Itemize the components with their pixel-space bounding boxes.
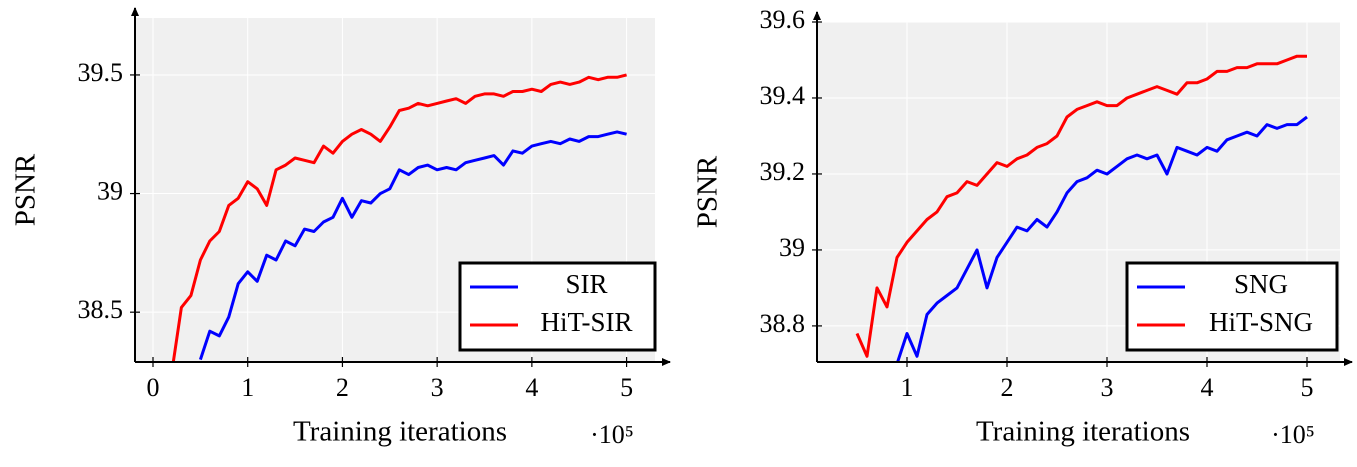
data-line xyxy=(855,54,1307,358)
y-axis-label: PSNR xyxy=(692,155,724,228)
x-tick-label: 3 xyxy=(1101,373,1114,402)
x-tick-label: 4 xyxy=(525,373,538,402)
y-tick-label: 38.5 xyxy=(78,295,124,324)
legend-label: SIR xyxy=(565,269,607,299)
data-line xyxy=(896,115,1308,362)
y-tick-label: 39.2 xyxy=(760,157,806,186)
y-tick-label: 39 xyxy=(97,177,123,206)
x-tick-label: 3 xyxy=(431,373,444,402)
x-tick-label: 4 xyxy=(1201,373,1214,402)
legend-box xyxy=(458,261,657,352)
x-axis-label: Training iterations xyxy=(976,416,1190,448)
data-line xyxy=(171,73,627,362)
x-tick-label: 0 xyxy=(146,373,159,402)
y-tick-label: 39 xyxy=(779,233,805,262)
y-tick-label: 39.5 xyxy=(78,58,124,87)
y-tick-label: 39.6 xyxy=(760,5,806,34)
x-axis-label: Training iterations xyxy=(293,416,507,448)
plot-lines xyxy=(855,54,1308,362)
x-tick-label: 5 xyxy=(620,373,633,402)
x-tick-label: 1 xyxy=(241,373,254,402)
y-axis-label: PSNR xyxy=(10,153,42,226)
legend-label: SNG xyxy=(1234,269,1288,299)
x-tick-label: 1 xyxy=(901,373,914,402)
y-tick-label: 38.8 xyxy=(760,309,806,338)
data-line xyxy=(198,130,627,361)
y-tick-label: 39.4 xyxy=(760,81,806,110)
x-tick-label: 5 xyxy=(1301,373,1314,402)
legend-label: HiT-SIR xyxy=(540,307,632,337)
x-multiplier: ·10⁵ xyxy=(1271,420,1315,449)
x-tick-label: 2 xyxy=(1001,373,1014,402)
legend-box xyxy=(1125,261,1339,352)
legend-label: HiT-SNG xyxy=(1209,307,1313,337)
plot-lines xyxy=(171,73,627,362)
x-multiplier: ·10⁵ xyxy=(590,420,634,449)
x-tick-label: 2 xyxy=(336,373,349,402)
